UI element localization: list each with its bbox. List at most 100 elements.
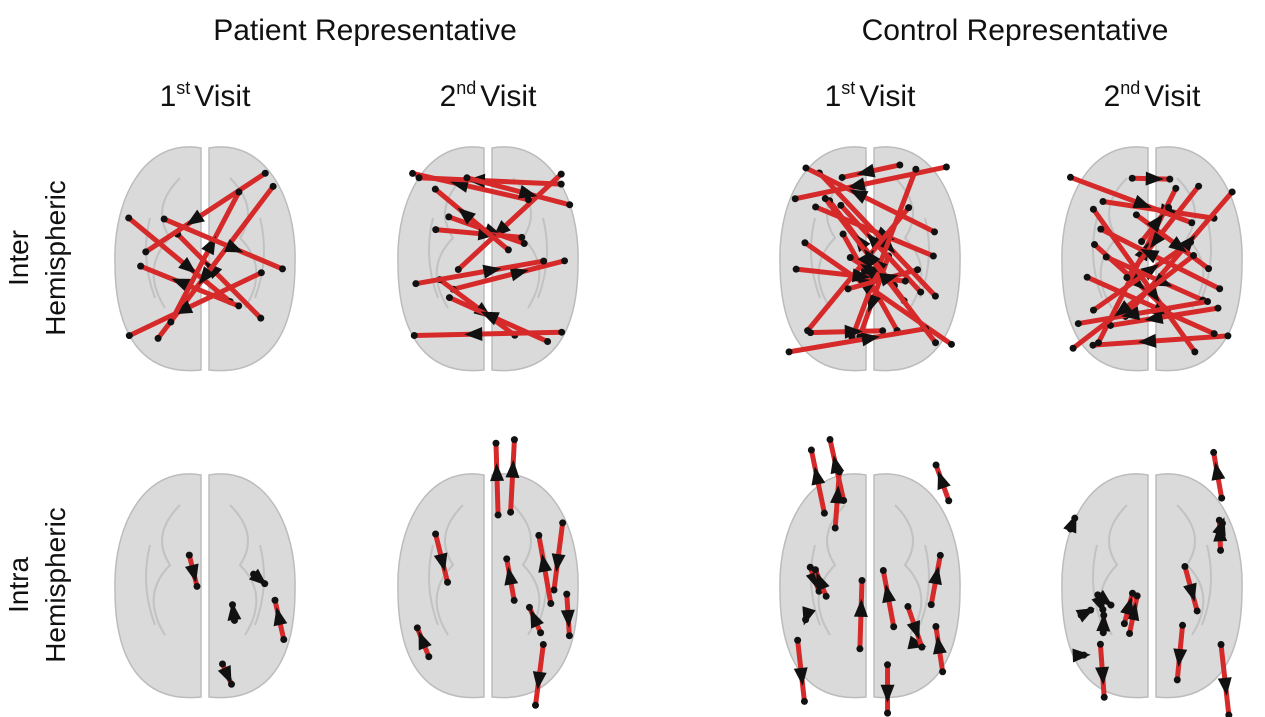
node (425, 653, 432, 660)
hemisphere (492, 474, 578, 698)
node (444, 579, 451, 586)
brain-panel (1062, 147, 1242, 371)
node (1211, 330, 1218, 337)
node (1214, 305, 1221, 312)
node (1216, 285, 1223, 292)
visit-number: 1 (160, 80, 177, 113)
node (409, 170, 416, 177)
visit-word: Visit (194, 80, 251, 113)
node (1070, 345, 1077, 352)
node (948, 341, 955, 348)
node (1217, 547, 1224, 554)
node (1190, 252, 1197, 259)
node (167, 319, 174, 326)
node (1229, 188, 1236, 195)
node (137, 263, 144, 270)
node (495, 512, 502, 519)
visit-word: Visit (480, 80, 537, 113)
node (455, 266, 462, 273)
node (262, 170, 269, 177)
node (161, 216, 168, 223)
node (884, 661, 891, 668)
node (884, 710, 891, 717)
row-label: Intra (3, 557, 34, 613)
node (125, 214, 132, 221)
node (518, 234, 525, 241)
node (155, 335, 162, 342)
arrow-head (490, 463, 505, 481)
node (902, 278, 909, 285)
node (832, 525, 839, 532)
node (930, 252, 937, 259)
visit-word: Visit (1144, 80, 1201, 113)
row-label: Inter (3, 230, 34, 286)
node (1138, 238, 1145, 245)
node (792, 195, 799, 202)
node (856, 645, 863, 652)
node (801, 239, 808, 246)
node (411, 332, 418, 339)
node (1174, 676, 1181, 683)
node (933, 462, 940, 469)
node (823, 593, 830, 600)
visit-number: 2 (1104, 80, 1121, 113)
node (511, 436, 518, 443)
arrow-head (1218, 677, 1234, 696)
node (1172, 185, 1179, 192)
node (1191, 348, 1198, 355)
brain-panel (780, 147, 960, 371)
node (503, 555, 510, 562)
node (943, 163, 950, 170)
node (258, 269, 265, 276)
node (928, 601, 935, 608)
node (801, 698, 808, 705)
node (932, 339, 939, 346)
node (219, 660, 226, 667)
hemisphere (1062, 474, 1148, 698)
node (1181, 563, 1188, 570)
node (904, 603, 911, 610)
node (912, 166, 919, 173)
node (558, 171, 565, 178)
node (505, 246, 512, 253)
node (1133, 211, 1140, 218)
node (280, 636, 287, 643)
group-title: Control Representative (862, 14, 1169, 47)
group-title: Patient Representative (213, 14, 517, 47)
node (540, 641, 547, 648)
node (559, 519, 566, 526)
node (416, 174, 423, 181)
node (1218, 495, 1225, 502)
hemisphere (1156, 474, 1242, 698)
node (1090, 206, 1097, 213)
node (837, 202, 844, 209)
node (932, 293, 939, 300)
node (932, 623, 939, 630)
node (793, 266, 800, 273)
node (1224, 332, 1231, 339)
node (493, 440, 500, 447)
brain-panel (1062, 449, 1242, 717)
brain-panel (780, 436, 960, 717)
node (808, 447, 815, 454)
node (1101, 694, 1108, 701)
node (547, 600, 554, 607)
node (1126, 630, 1133, 637)
node (535, 532, 542, 539)
node (821, 510, 828, 517)
node (511, 597, 518, 604)
node (566, 632, 573, 639)
node (561, 257, 568, 264)
node (1075, 320, 1082, 327)
node (537, 629, 544, 636)
visit-suffix: nd (1120, 78, 1140, 98)
node (558, 181, 565, 188)
node (845, 285, 852, 292)
visit-label: 1stVisit (160, 78, 252, 113)
node (432, 226, 439, 233)
node (918, 644, 925, 651)
node (432, 530, 439, 537)
row-label: Hemispheric (40, 507, 71, 663)
